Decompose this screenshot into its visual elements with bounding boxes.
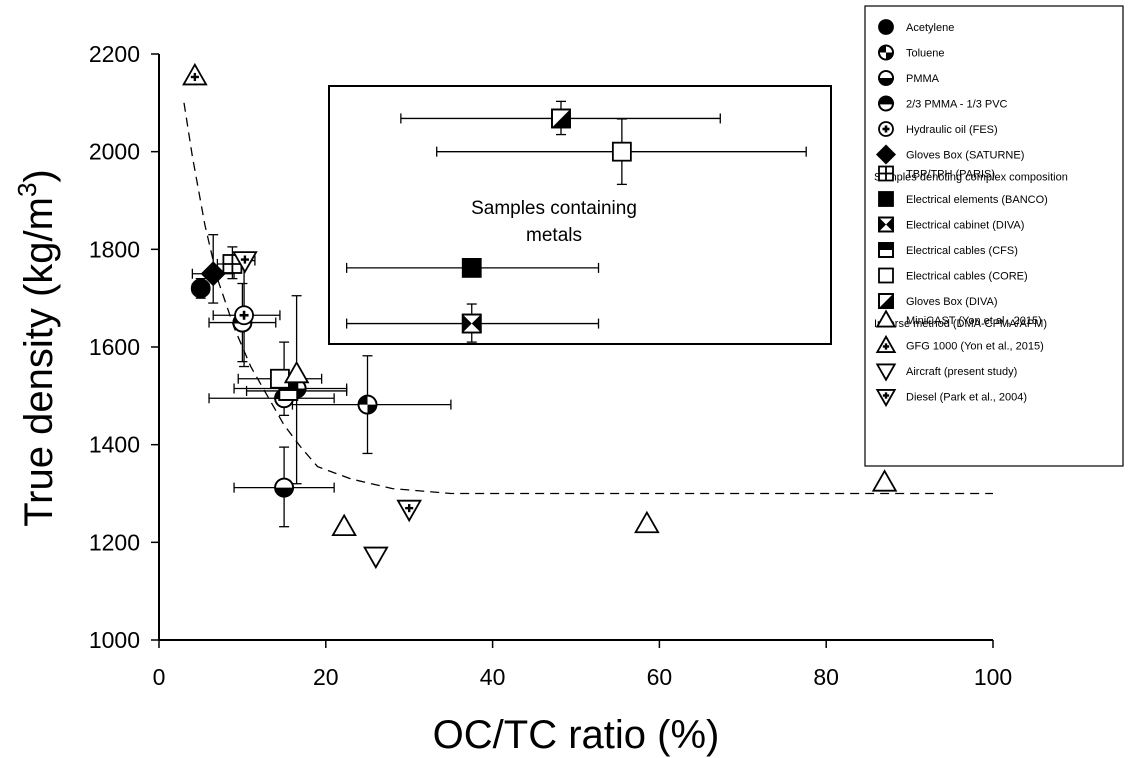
legend-label-2-3-pmma-1-3-pvc: 2/3 PMMA - 1/3 PVC xyxy=(906,99,1008,111)
legend-label-electrical-cables-cfs: Electrical cables (CFS) xyxy=(906,245,1018,257)
legend-label-electrical-cables-core: Electrical cables (CORE) xyxy=(906,271,1028,283)
data-point-aircraft-present-study xyxy=(363,546,389,570)
data-point-electrical-elements-banco xyxy=(461,257,482,278)
data-point-toluene xyxy=(357,394,378,415)
metals-annotation-box xyxy=(328,85,832,345)
y-axis-title: True density (kg/m3) xyxy=(12,169,61,527)
data-point-gfg-1000-yon-et-al-2015 xyxy=(182,62,208,86)
legend-marker-acetylene xyxy=(878,19,894,35)
fit-curve-dashed xyxy=(183,102,993,495)
data-point-acetylene xyxy=(190,278,211,299)
legend-label-pmma: PMMA xyxy=(906,73,940,85)
data-point-gloves-box-saturne xyxy=(200,261,226,287)
legend-box xyxy=(864,5,1124,467)
data-point-electrical-cables-core xyxy=(270,368,290,389)
y-tick-label: 2200 xyxy=(89,41,140,67)
legend-marker-tbp-tph-paris xyxy=(878,165,894,182)
x-axis-title: OC/TC ratio (%) xyxy=(433,713,720,757)
legend-marker-toluene xyxy=(878,44,894,61)
legend-marker-gloves-box-diva xyxy=(878,293,894,309)
y-tick-label: 1600 xyxy=(89,334,140,360)
x-tick-label: 60 xyxy=(647,664,673,690)
y-tick-label: 1000 xyxy=(89,627,140,653)
legend-label-hydraulic-oil-fes: Hydraulic oil (FES) xyxy=(906,124,998,136)
y-axis-title-close: ) xyxy=(17,169,61,182)
y-tick-label: 1800 xyxy=(89,236,140,262)
data-point-electrical-cabinet-diva xyxy=(461,313,482,334)
legend-marker-diesel-park-et-al-2004 xyxy=(875,389,897,408)
legend-marker-pmma xyxy=(878,70,894,86)
legend-label-minicast-yon-et-al-2015: MiniCAST (Yon et al., 2015) xyxy=(906,315,1042,327)
x-error-bar-2-3-pmma-1-3-pvc xyxy=(208,393,335,404)
legend-label-gloves-box-saturne: Gloves Box (SATURNE) xyxy=(906,150,1024,162)
data-point-pmma xyxy=(274,477,295,498)
legend-label-gloves-box-diva: Gloves Box (DIVA) xyxy=(906,296,998,308)
x-tick-label: 40 xyxy=(480,664,506,690)
legend-label-toluene: Toluene xyxy=(906,48,945,60)
y-axis-ticks: 1000 1200 1400 1600 1800 2000 2200 xyxy=(89,41,159,653)
data-point-minicast-yon-et-al-2015 xyxy=(871,469,898,492)
data-point-minicast-yon-et-al-2015 xyxy=(331,513,357,537)
legend-label-diesel-park-et-al-2004: Diesel (Park et al., 2004) xyxy=(906,392,1027,404)
legend-marker-electrical-elements-banco xyxy=(878,191,894,207)
data-point-minicast-yon-et-al-2015 xyxy=(634,510,660,534)
legend-label-aircraft-present-study: Aircraft (present study) xyxy=(906,366,1017,378)
y-axis-title-sup: 3 xyxy=(12,183,42,197)
legend-marker-hydraulic-oil-fes xyxy=(878,121,894,137)
legend-label-electrical-elements-banco: Electrical elements (BANCO) xyxy=(906,194,1048,206)
legend-marker-minicast-yon-et-al-2015 xyxy=(875,309,897,328)
legend-marker-2-3-pmma-1-3-pvc xyxy=(878,95,894,112)
legend-label-acetylene: Acetylene xyxy=(906,22,954,34)
legend: Acetylene Toluene PMMA 2/3 PMMA - 1/3 PVC Hy… xyxy=(864,5,1124,467)
x-tick-label: 100 xyxy=(974,664,1012,690)
legend-group-header: Inverse method (DMA-CPMA/APM) xyxy=(874,318,1047,330)
x-tick-label: 0 xyxy=(153,664,166,690)
data-markers xyxy=(182,62,898,570)
y-tick-label: 1400 xyxy=(89,432,140,458)
data-point-electrical-cables-core xyxy=(611,141,632,162)
legend-label-tbp-tph-paris: TBP/TPH (PARIS) xyxy=(906,169,995,181)
legend-marker-gloves-box-saturne xyxy=(875,144,897,165)
legend-marker-aircraft-present-study xyxy=(875,363,897,382)
legend-label-electrical-cabinet-diva: Electrical cabinet (DIVA) xyxy=(906,220,1024,232)
legend-marker-electrical-cables-cfs xyxy=(878,242,894,258)
data-point-hydraulic-oil-fes xyxy=(234,305,254,326)
error-bars xyxy=(191,100,807,528)
data-point-diesel-park-et-al-2004 xyxy=(396,499,423,523)
x-axis-ticks: 0 20 40 60 80 100 xyxy=(153,640,1012,690)
x-tick-label: 20 xyxy=(313,664,339,690)
y-axis-title-main: True density (kg/m xyxy=(17,197,61,527)
x-tick-label: 80 xyxy=(813,664,839,690)
plot-area: 0 20 40 60 80 100 1000 1200 1400 1600 1800 2000 220… xyxy=(89,41,1012,690)
y-tick-label: 2000 xyxy=(89,139,140,165)
legend-group-header: Samples denoting complex composition xyxy=(874,172,1068,184)
legend-label-gfg-1000-yon-et-al-2015: GFG 1000 (Yon et al., 2015) xyxy=(906,341,1044,353)
y-tick-label: 1200 xyxy=(89,529,140,555)
data-point-gloves-box-diva xyxy=(551,108,571,129)
annotation-line-2: metals xyxy=(526,225,582,246)
legend-marker-electrical-cabinet-diva xyxy=(878,216,894,233)
data-point-diesel-park-et-al-2004 xyxy=(232,251,258,274)
annotation-line-1: Samples containing xyxy=(471,198,637,219)
data-point-minicast-yon-et-al-2015 xyxy=(283,360,310,384)
legend-marker-gfg-1000-yon-et-al-2015 xyxy=(875,334,897,353)
legend-marker-electrical-cables-core xyxy=(878,267,894,284)
